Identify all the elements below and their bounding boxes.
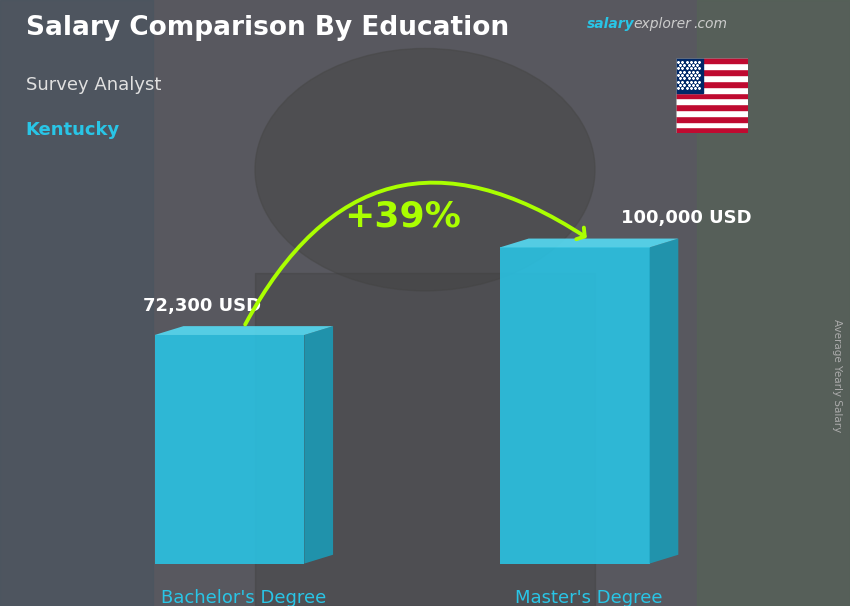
Bar (676, 98, 748, 104)
Text: salary: salary (586, 17, 634, 31)
Text: Bachelor's Degree: Bachelor's Degree (162, 589, 326, 606)
Bar (676, 122, 748, 127)
Text: 100,000 USD: 100,000 USD (620, 210, 751, 227)
Bar (676, 104, 748, 110)
Polygon shape (155, 335, 304, 564)
Ellipse shape (255, 48, 595, 291)
Bar (676, 58, 703, 93)
Bar (676, 93, 748, 98)
Bar (676, 75, 748, 81)
Bar (676, 58, 748, 64)
Text: Survey Analyst: Survey Analyst (26, 76, 161, 94)
Bar (676, 64, 748, 69)
Bar (697, 0, 850, 606)
Bar (676, 110, 748, 116)
Polygon shape (649, 239, 678, 564)
Bar (676, 69, 748, 75)
Bar (255, 273, 595, 606)
Bar (676, 87, 748, 93)
Text: Salary Comparison By Education: Salary Comparison By Education (26, 15, 508, 41)
Text: Master's Degree: Master's Degree (515, 589, 663, 606)
Bar (676, 116, 748, 122)
Bar (676, 81, 748, 87)
Polygon shape (500, 239, 678, 247)
Polygon shape (304, 326, 333, 564)
Text: 72,300 USD: 72,300 USD (143, 297, 261, 315)
Text: +39%: +39% (343, 199, 461, 233)
Polygon shape (500, 247, 649, 564)
Text: explorer: explorer (633, 17, 691, 31)
Polygon shape (155, 326, 333, 335)
Text: Kentucky: Kentucky (26, 121, 120, 139)
Text: Average Yearly Salary: Average Yearly Salary (832, 319, 842, 432)
Bar (0, 0, 153, 606)
Text: .com: .com (693, 17, 727, 31)
Bar (676, 127, 748, 133)
